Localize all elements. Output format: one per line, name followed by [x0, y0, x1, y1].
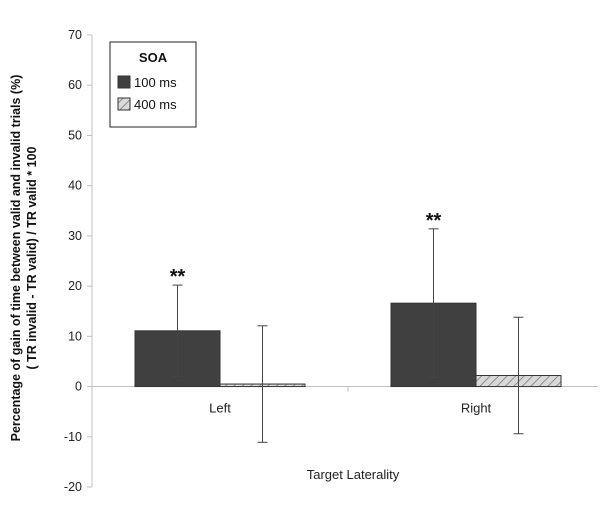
significance-marker: **	[170, 266, 186, 288]
y-tick-label: -20	[64, 480, 82, 494]
y-tick-label: 60	[68, 78, 82, 92]
y-tick-label: 70	[68, 28, 82, 42]
significance-marker: **	[426, 210, 442, 232]
y-tick-label: -10	[64, 430, 82, 444]
y-axis-title-line2: ( TR invalid - TR valid) / TR valid * 10…	[25, 146, 39, 369]
legend: SOA 100 ms 400 ms	[109, 41, 197, 128]
legend-swatch	[117, 97, 131, 111]
y-tick-label: 40	[68, 179, 82, 193]
legend-title: SOA	[139, 50, 168, 65]
y-tick-label: 10	[68, 329, 82, 343]
y-tick-label: 50	[68, 128, 82, 142]
x-category-label: Left	[209, 401, 231, 416]
bars-layer: ** Left ** Right	[134, 210, 562, 443]
legend-label: 100 ms	[134, 75, 177, 90]
y-tick-label: 30	[68, 229, 82, 243]
legend-label: 400 ms	[134, 97, 177, 112]
x-axis-title: Target Laterality	[307, 467, 400, 482]
legend-swatch	[117, 75, 131, 89]
y-tick-label: 20	[68, 279, 82, 293]
y-axis-title-line1: Percentage of gain of time between valid…	[9, 75, 23, 442]
x-category-label: Right	[461, 401, 492, 416]
y-tick-label: 0	[75, 380, 82, 394]
